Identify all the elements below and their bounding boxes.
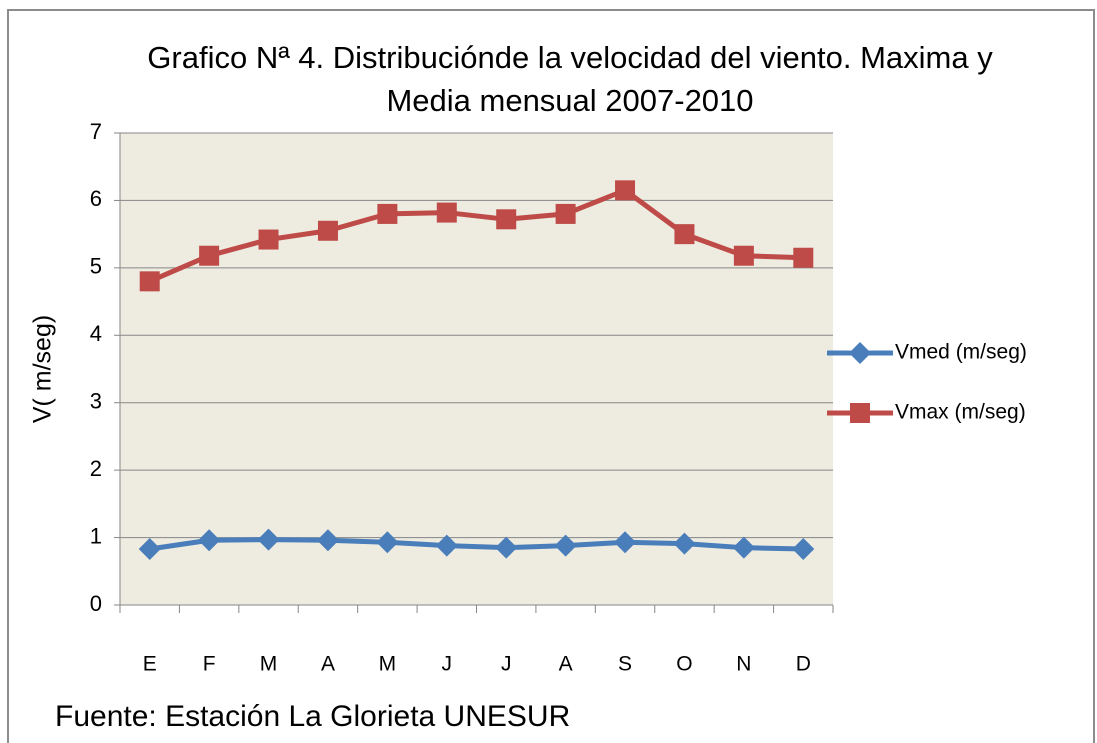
y-tick-label: 2 (90, 456, 102, 481)
data-point (495, 536, 518, 559)
x-tick-label: J (501, 653, 512, 676)
x-tick-label: E (143, 653, 157, 676)
data-point (555, 203, 576, 224)
annotation: Fuente: Estación La Glorieta UNESUR (55, 700, 570, 733)
x-tick-label: J (442, 653, 453, 676)
data-point (792, 538, 815, 561)
y-tick-label: 3 (90, 389, 102, 414)
data-point (615, 180, 636, 201)
y-tick-label: 7 (90, 119, 102, 144)
legend-marker (850, 403, 870, 423)
data-point (732, 536, 755, 559)
data-point (436, 202, 457, 223)
x-tick-label: D (796, 653, 811, 676)
data-point (793, 247, 814, 268)
legend-label: Vmed (m/seg) (895, 341, 1027, 364)
data-point (257, 528, 280, 551)
x-tick-label: O (676, 653, 692, 676)
data-point (258, 229, 279, 250)
data-point (435, 534, 458, 557)
x-tick-label: M (379, 653, 397, 676)
plot-area (120, 133, 833, 605)
x-tick-label: S (618, 653, 632, 676)
y-tick-label: 4 (90, 321, 102, 346)
y-tick-label: 0 (90, 591, 102, 616)
y-tick-label: 1 (90, 523, 102, 548)
data-point (614, 531, 637, 554)
x-tick-label: N (736, 653, 751, 676)
data-point (376, 531, 399, 554)
data-point (554, 534, 577, 557)
data-point (317, 220, 338, 241)
y-tick-label: 6 (90, 186, 102, 211)
chart-title: Grafico Nª 4. Distribuciónde la velocida… (147, 40, 993, 75)
data-point (674, 224, 695, 245)
y-tick-label: 5 (90, 254, 102, 279)
data-point (496, 209, 517, 230)
legend-marker (849, 342, 871, 364)
x-tick-label: M (260, 653, 278, 676)
data-point (199, 245, 220, 266)
chart-title: Media mensual 2007-2010 (386, 83, 753, 118)
x-tick-label: A (321, 653, 335, 676)
data-point (139, 271, 160, 292)
x-tick-label: F (203, 653, 216, 676)
data-point (733, 245, 754, 266)
legend-label: Vmax (m/seg) (895, 401, 1026, 424)
data-point (377, 203, 398, 224)
data-point (316, 529, 339, 552)
data-point (138, 538, 161, 561)
data-point (198, 529, 221, 552)
data-point (673, 532, 696, 555)
x-tick-label: A (559, 653, 573, 676)
y-axis-label: V( m/seg) (29, 315, 57, 423)
